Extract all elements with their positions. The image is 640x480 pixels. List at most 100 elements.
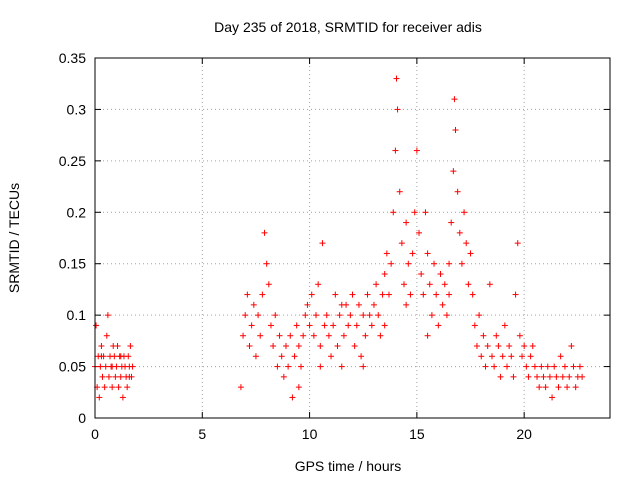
- data-point: [317, 363, 324, 370]
- data-point: [340, 332, 347, 339]
- data-point: [418, 271, 425, 277]
- data-point: [109, 384, 116, 391]
- data-point: [379, 291, 386, 298]
- data-point: [295, 343, 302, 349]
- data-point: [237, 384, 244, 391]
- data-point: [97, 363, 104, 370]
- data-point: [385, 291, 392, 298]
- data-point: [93, 322, 100, 329]
- data-point: [111, 353, 118, 360]
- data-point: [409, 250, 416, 257]
- data-point: [246, 343, 253, 349]
- data-point: [390, 209, 397, 216]
- data-point: [370, 301, 377, 308]
- data-point: [293, 322, 300, 329]
- y-tick-label: 0.25: [59, 153, 86, 169]
- data-point: [413, 147, 420, 154]
- data-point: [336, 312, 343, 319]
- data-point: [330, 322, 337, 329]
- data-point: [373, 281, 380, 288]
- data-point: [452, 127, 459, 133]
- data-point: [349, 291, 356, 298]
- data-point: [576, 363, 583, 370]
- data-point: [527, 353, 534, 360]
- data-point: [450, 168, 457, 175]
- data-point: [491, 363, 498, 370]
- data-point: [278, 353, 285, 360]
- data-point: [360, 363, 367, 370]
- data-point: [323, 312, 330, 319]
- y-tick-label: 0.2: [67, 204, 87, 220]
- data-point: [252, 353, 259, 360]
- data-point: [96, 394, 103, 401]
- data-point: [244, 291, 251, 298]
- data-point: [250, 301, 257, 308]
- data-point: [512, 291, 519, 298]
- data-point: [572, 384, 579, 391]
- data-point: [310, 332, 317, 339]
- data-point: [375, 312, 382, 319]
- data-point: [529, 343, 536, 349]
- data-point: [561, 363, 568, 370]
- y-tick-label: 0: [78, 410, 86, 426]
- data-point: [291, 353, 298, 360]
- data-point: [566, 373, 573, 380]
- data-point: [338, 363, 345, 370]
- data-point: [304, 301, 311, 308]
- data-point: [426, 281, 433, 288]
- data-point: [98, 353, 105, 360]
- data-point: [411, 209, 418, 216]
- data-point: [308, 291, 315, 298]
- data-point: [109, 363, 116, 370]
- data-point: [523, 363, 530, 370]
- data-point: [377, 332, 384, 339]
- data-point: [478, 353, 485, 360]
- data-point: [263, 260, 270, 267]
- data-point: [467, 250, 474, 257]
- data-point: [521, 343, 528, 349]
- data-point: [484, 343, 491, 349]
- data-point: [407, 291, 414, 298]
- data-point: [332, 291, 339, 298]
- data-points: [92, 75, 586, 401]
- data-point: [525, 373, 532, 380]
- data-point: [473, 343, 480, 349]
- data-point: [401, 281, 407, 288]
- data-point: [276, 332, 283, 339]
- data-point: [435, 322, 442, 329]
- chart-title: Day 235 of 2018, SRMTID for receiver adi…: [214, 19, 482, 35]
- data-point: [98, 343, 105, 349]
- data-point: [240, 332, 247, 339]
- data-point: [531, 363, 538, 370]
- x-tick-label: 5: [198, 426, 206, 442]
- data-point: [101, 384, 108, 391]
- data-point: [392, 147, 399, 154]
- data-point: [549, 394, 556, 401]
- data-point: [446, 260, 453, 267]
- data-point: [534, 373, 541, 380]
- data-point: [381, 322, 388, 329]
- data-point: [289, 394, 296, 401]
- x-axis-ticks: 0 5 10 15 20: [91, 58, 532, 442]
- data-point: [393, 75, 400, 82]
- data-point: [282, 343, 289, 349]
- x-tick-label: 20: [516, 426, 532, 442]
- data-point: [514, 240, 521, 247]
- data-point: [124, 384, 131, 391]
- data-point: [347, 312, 354, 319]
- data-point: [355, 301, 362, 308]
- data-point: [321, 322, 328, 329]
- data-point: [319, 240, 326, 247]
- data-point: [559, 373, 566, 380]
- data-point: [506, 343, 513, 349]
- data-point: [504, 363, 510, 370]
- data-point: [280, 373, 287, 380]
- data-point: [99, 373, 106, 380]
- data-point: [555, 384, 562, 391]
- y-tick-label: 0.05: [59, 359, 86, 375]
- x-axis-label: GPS time / hours: [295, 458, 402, 474]
- data-point: [117, 353, 124, 360]
- data-point: [519, 353, 526, 360]
- data-point: [497, 373, 504, 380]
- data-point: [568, 343, 575, 349]
